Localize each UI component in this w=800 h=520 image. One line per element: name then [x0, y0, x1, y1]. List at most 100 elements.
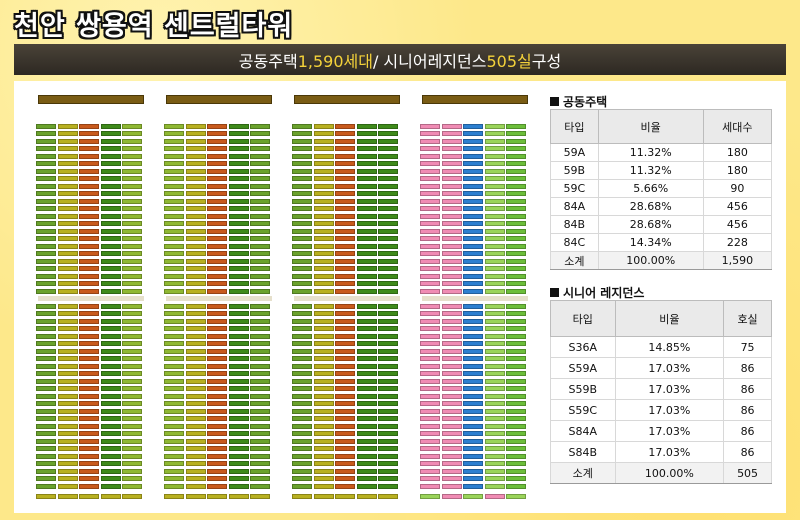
unit-cell: [36, 453, 56, 459]
unit-cell: [228, 168, 249, 174]
unit-cell: [506, 386, 526, 391]
amenity-floor: [294, 295, 400, 301]
unit-cell: [463, 228, 483, 234]
floor-row: [404, 183, 528, 189]
unit-cell: [506, 493, 526, 499]
unit-cell: [313, 363, 334, 369]
unit-cell: [463, 138, 483, 144]
unit-cell: [207, 371, 227, 376]
unit-cell: [335, 416, 355, 421]
unit-cell: [207, 221, 227, 226]
floor-row: [276, 356, 400, 362]
table-cell-count: 90: [702, 179, 773, 198]
unit-cell: [441, 468, 462, 474]
banner-prefix: 공동주택: [238, 51, 298, 71]
unit-cell: [228, 228, 249, 234]
unit-cell: [164, 311, 184, 316]
unit-cell: [57, 266, 78, 271]
table-row: S59B 17.03% 86: [550, 378, 772, 400]
unit-cell: [122, 183, 142, 189]
unit-cell: [185, 303, 206, 309]
building-diagram: [20, 93, 540, 505]
unit-cell: [185, 326, 206, 331]
unit-cell: [484, 341, 505, 346]
unit-cell: [228, 348, 249, 354]
unit-cell: [356, 243, 377, 249]
unit-cell: [228, 153, 249, 159]
unit-cell: [335, 446, 355, 451]
unit-cell: [313, 228, 334, 234]
floor-row: [148, 303, 272, 309]
unit-cell: [506, 213, 526, 219]
table-cell-ratio: 17.03%: [614, 357, 725, 379]
floor-row: [148, 431, 272, 437]
floor-row: [404, 281, 528, 287]
floor-row: [20, 138, 144, 144]
unit-cell: [164, 423, 184, 429]
unit-cell: [463, 236, 483, 241]
unit-cell: [164, 393, 184, 399]
floor-row: [404, 303, 528, 309]
unit-cell: [463, 431, 483, 436]
floor-row: [20, 363, 144, 369]
unit-cell: [79, 131, 99, 136]
unit-cell: [57, 341, 78, 346]
unit-cell: [36, 228, 56, 234]
unit-cell: [484, 161, 505, 166]
unit-cell: [57, 483, 78, 489]
unit-cell: [100, 131, 121, 136]
unit-cell: [441, 333, 462, 339]
unit-cell: [506, 281, 526, 286]
floor-row: [20, 356, 144, 362]
unit-cell: [292, 423, 312, 429]
unit-cell: [79, 348, 99, 354]
unit-cell: [441, 483, 462, 489]
floor-row: [404, 446, 528, 452]
unit-cell: [185, 386, 206, 391]
unit-cell: [420, 446, 440, 451]
table-row: S59A 17.03% 86: [550, 357, 772, 379]
unit-cell: [122, 168, 142, 174]
floor-row: [276, 476, 400, 482]
table-cell-ratio: 11.32%: [597, 161, 704, 180]
unit-cell: [356, 348, 377, 354]
unit-cell: [164, 236, 184, 241]
table-cell-ratio: 5.66%: [597, 179, 704, 198]
subtotal-row: 소계 100.00% 1,590: [550, 251, 773, 270]
unit-cell: [356, 191, 377, 196]
floor-row: [276, 348, 400, 354]
unit-cell: [57, 371, 78, 376]
unit-cell: [292, 386, 312, 391]
unit-cell: [79, 236, 99, 241]
table-cell-type: S84A: [550, 420, 616, 442]
floor-row: [404, 348, 528, 354]
unit-cell: [100, 281, 121, 286]
senior-heading: 시니어 레지던스: [563, 285, 645, 300]
unit-cell: [378, 393, 398, 399]
unit-cell: [463, 468, 483, 474]
unit-cell: [292, 251, 312, 256]
unit-cell: [185, 281, 206, 286]
unit-cell: [100, 273, 121, 279]
unit-cell: [484, 416, 505, 421]
unit-cell: [164, 146, 184, 151]
unit-cell: [335, 393, 355, 399]
unit-cell: [356, 258, 377, 264]
unit-cell: [313, 326, 334, 331]
table-cell-type: 84A: [550, 197, 599, 216]
floor-row: [20, 446, 144, 452]
unit-cell: [122, 468, 142, 474]
unit-cell: [313, 423, 334, 429]
unit-cell: [378, 423, 398, 429]
unit-cell: [36, 161, 56, 166]
unit-cell: [356, 341, 377, 346]
floor-row: [148, 258, 272, 264]
unit-cell: [441, 386, 462, 391]
unit-cell: [463, 176, 483, 181]
unit-cell: [378, 356, 398, 361]
unit-cell: [378, 431, 398, 436]
unit-cell: [185, 191, 206, 196]
content-panel: 공동주택 타입 비율 세대수 59A 11.32% 180 59B 11.32% 180 5…: [14, 81, 786, 513]
unit-cell: [441, 123, 462, 129]
table-cell-type: S36A: [550, 336, 616, 358]
